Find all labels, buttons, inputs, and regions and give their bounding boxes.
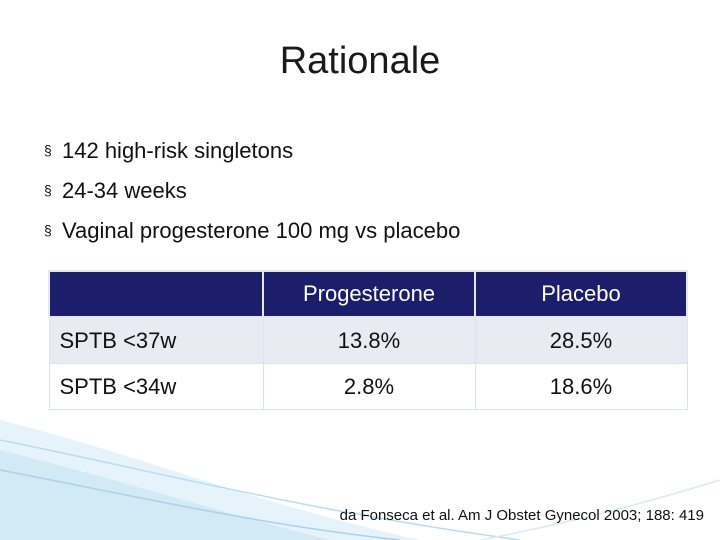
wave-line-2 (0, 469, 401, 540)
square-bullet-icon: § (44, 142, 52, 158)
square-bullet-icon: § (44, 222, 52, 238)
cell-progesterone: 13.8% (262, 316, 476, 364)
row-label: SPTB <34w (48, 363, 264, 410)
cell-placebo: 28.5% (474, 316, 688, 364)
header-cell-empty (48, 270, 264, 318)
bullet-item: § Vaginal progesterone 100 mg vs placebo (44, 210, 460, 250)
wave-line-3 (479, 479, 720, 540)
table-header-row: Progesterone Placebo (48, 270, 688, 318)
results-table: Progesterone Placebo SPTB <37w 13.8% 28.… (48, 270, 688, 410)
cell-progesterone: 2.8% (262, 363, 476, 410)
header-cell-progesterone: Progesterone (262, 270, 476, 318)
bullet-item: § 142 high-risk singletons (44, 130, 460, 170)
bullet-text: 142 high-risk singletons (62, 138, 294, 163)
header-cell-placebo: Placebo (474, 270, 688, 318)
bullet-list: § 142 high-risk singletons § 24-34 weeks §… (44, 130, 460, 250)
bullet-text: 24-34 weeks (62, 178, 187, 203)
row-label: SPTB <37w (48, 316, 264, 364)
table-row: SPTB <34w 2.8% 18.6% (48, 363, 688, 410)
wave-line-1 (0, 439, 521, 540)
square-bullet-icon: § (44, 182, 52, 198)
bullet-text: Vaginal progesterone 100 mg vs placebo (62, 218, 461, 243)
slide-title: Rationale (279, 40, 441, 82)
cell-placebo: 18.6% (474, 363, 688, 410)
table-row: SPTB <37w 13.8% 28.5% (48, 316, 688, 364)
citation: da Fonseca et al. Am J Obstet Gynecol 20… (339, 507, 704, 524)
wave-band-2 (0, 450, 330, 540)
bullet-item: § 24-34 weeks (44, 170, 460, 210)
